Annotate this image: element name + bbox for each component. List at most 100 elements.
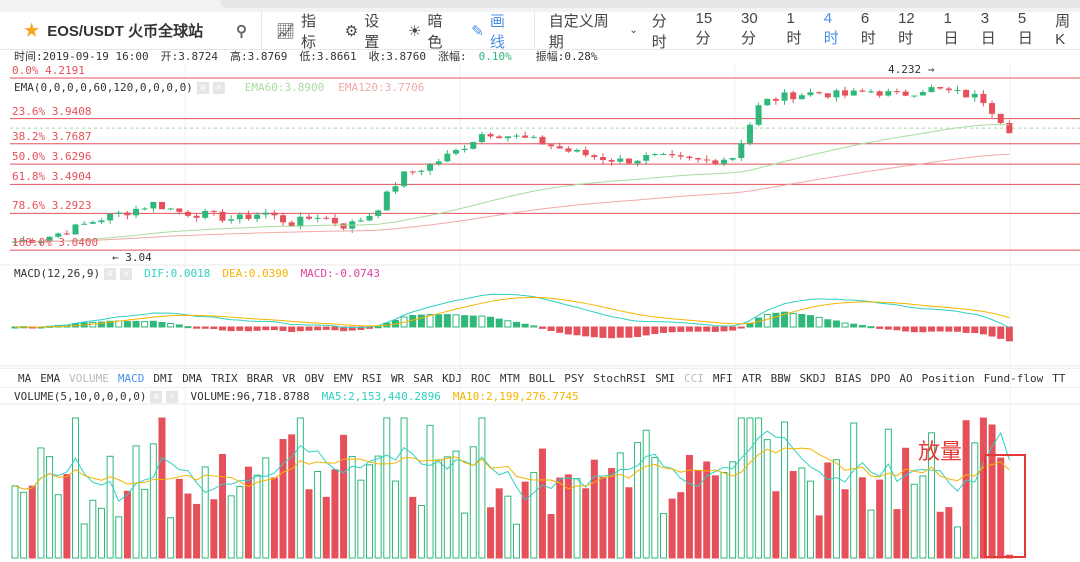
candle <box>444 153 451 162</box>
indicator-tab[interactable]: StochRSI <box>593 371 647 385</box>
macd-bar <box>971 326 979 334</box>
indicator-tab[interactable]: Position <box>921 371 975 385</box>
star-icon[interactable]: ★ <box>24 20 40 40</box>
draw-button[interactable]: ✎ 画线 <box>471 12 505 51</box>
indicator-tab[interactable]: BBW <box>770 371 791 385</box>
candle <box>435 161 442 165</box>
period-tab[interactable]: 15分 <box>695 9 713 47</box>
candle <box>677 155 684 157</box>
volume-bar <box>426 424 434 559</box>
volume-bar <box>573 478 581 559</box>
macd-bar <box>703 326 711 332</box>
indicator-tab[interactable]: CCI <box>683 371 704 385</box>
period-tab[interactable]: 4时 <box>823 9 839 47</box>
settings-icon[interactable]: ⚙ <box>150 391 163 403</box>
indicator-tab[interactable]: DMA <box>182 371 203 385</box>
volume-bar <box>54 494 62 559</box>
indicator-tab[interactable]: VR <box>282 371 296 385</box>
indicator-tab[interactable]: EMV <box>333 371 354 385</box>
dark-mode-button[interactable]: ☀ 暗色 <box>408 12 443 51</box>
indicator-tab[interactable]: KDJ <box>442 371 462 385</box>
macd-bar <box>270 326 278 331</box>
candle <box>150 201 157 209</box>
period-tab[interactable]: 12时 <box>898 9 915 47</box>
indicator-tab[interactable]: TRIX <box>211 371 238 385</box>
candle <box>504 136 511 139</box>
candle <box>738 143 745 159</box>
close-icon[interactable]: ✕ <box>166 391 179 403</box>
symbol-selector[interactable]: ★ EOS/USDT 火币全球站 ⚲ <box>0 20 261 41</box>
macd-bar <box>962 326 970 333</box>
volume-bar <box>867 509 875 559</box>
candle <box>262 212 269 215</box>
indicator-tab[interactable]: TT <box>1052 371 1066 385</box>
indicator-tab[interactable]: PSY <box>564 371 585 385</box>
period-tab[interactable]: 3日 <box>980 9 996 47</box>
candle <box>271 212 278 216</box>
period-tab[interactable]: 30分 <box>741 9 758 47</box>
candle <box>660 154 667 156</box>
indicator-tab[interactable]: OBV <box>304 371 325 385</box>
indicator-tab[interactable]: MACD <box>117 371 145 385</box>
macd-bar <box>642 326 650 336</box>
indicator-tab[interactable]: BRAR <box>246 371 274 385</box>
period-tab[interactable]: 5日 <box>1017 9 1033 47</box>
indicator-tab[interactable]: MFI <box>712 371 733 385</box>
custom-period-dropdown[interactable]: 自定义周期 ⌄ <box>548 12 638 51</box>
candle <box>798 95 805 100</box>
indicator-tab[interactable]: WR <box>391 371 405 385</box>
macd-bar <box>677 326 685 332</box>
indicator-tab[interactable]: MTM <box>499 371 520 385</box>
search-icon[interactable]: ⚲ <box>235 22 247 40</box>
ma5-line <box>14 430 1010 502</box>
indicator-tab[interactable]: MA <box>18 371 32 385</box>
candle <box>409 171 416 173</box>
indicator-tab[interactable]: ATR <box>741 371 762 385</box>
indicators-button[interactable]: 📈︎ 指标 <box>275 12 317 51</box>
indicator-tab[interactable]: SMI <box>655 371 675 385</box>
candle <box>911 95 918 97</box>
close-icon[interactable]: ✕ <box>212 82 225 94</box>
period-tab[interactable]: 分时 <box>651 12 667 51</box>
macd-bar <box>608 326 616 339</box>
volume-bar <box>711 475 719 559</box>
volume-bar <box>167 517 175 559</box>
chevron-down-icon: ⌄ <box>629 25 638 36</box>
indicator-tab[interactable]: Fund-flow <box>983 371 1044 385</box>
candle <box>288 222 295 227</box>
indicator-tab[interactable]: SAR <box>413 371 434 385</box>
period-tab[interactable]: 周K <box>1055 12 1071 48</box>
indicator-tab[interactable]: DPO <box>870 371 891 385</box>
indicator-tab[interactable]: SKDJ <box>799 371 826 385</box>
indicator-tab[interactable]: AO <box>899 371 913 385</box>
ema60-line <box>14 124 1010 242</box>
macd-bar <box>322 326 330 330</box>
ema120-line <box>14 153 1010 242</box>
period-tab[interactable]: 1日 <box>943 9 959 47</box>
indicator-tab[interactable]: EMA <box>40 371 61 385</box>
candle <box>496 136 503 139</box>
candle <box>375 210 382 216</box>
indicator-tab[interactable]: BIAS <box>834 371 862 385</box>
candle <box>133 208 140 216</box>
macd-bar <box>582 326 590 337</box>
settings-icon[interactable]: ⚙ <box>196 82 209 94</box>
indicator-tab[interactable]: RSI <box>362 371 382 385</box>
settings-icon[interactable]: ⚙ <box>104 268 117 280</box>
volume-bar <box>755 417 763 559</box>
macd-bar <box>132 320 140 328</box>
indicator-tab[interactable]: DMI <box>153 371 174 385</box>
macd-bar <box>409 314 417 328</box>
indicator-tab[interactable]: VOLUME <box>69 371 109 385</box>
close-icon[interactable]: ✕ <box>120 268 133 280</box>
volume-bar <box>253 474 261 559</box>
period-tab[interactable]: 6时 <box>860 9 876 47</box>
period-tab[interactable]: 1时 <box>786 9 802 47</box>
indicator-tab[interactable]: BOLL <box>528 371 556 385</box>
settings-button[interactable]: ⚙ 设置 <box>344 12 380 51</box>
candle <box>228 219 235 221</box>
indicator-tab[interactable]: ROC <box>471 371 491 385</box>
candle <box>764 98 771 106</box>
candle <box>314 217 321 219</box>
